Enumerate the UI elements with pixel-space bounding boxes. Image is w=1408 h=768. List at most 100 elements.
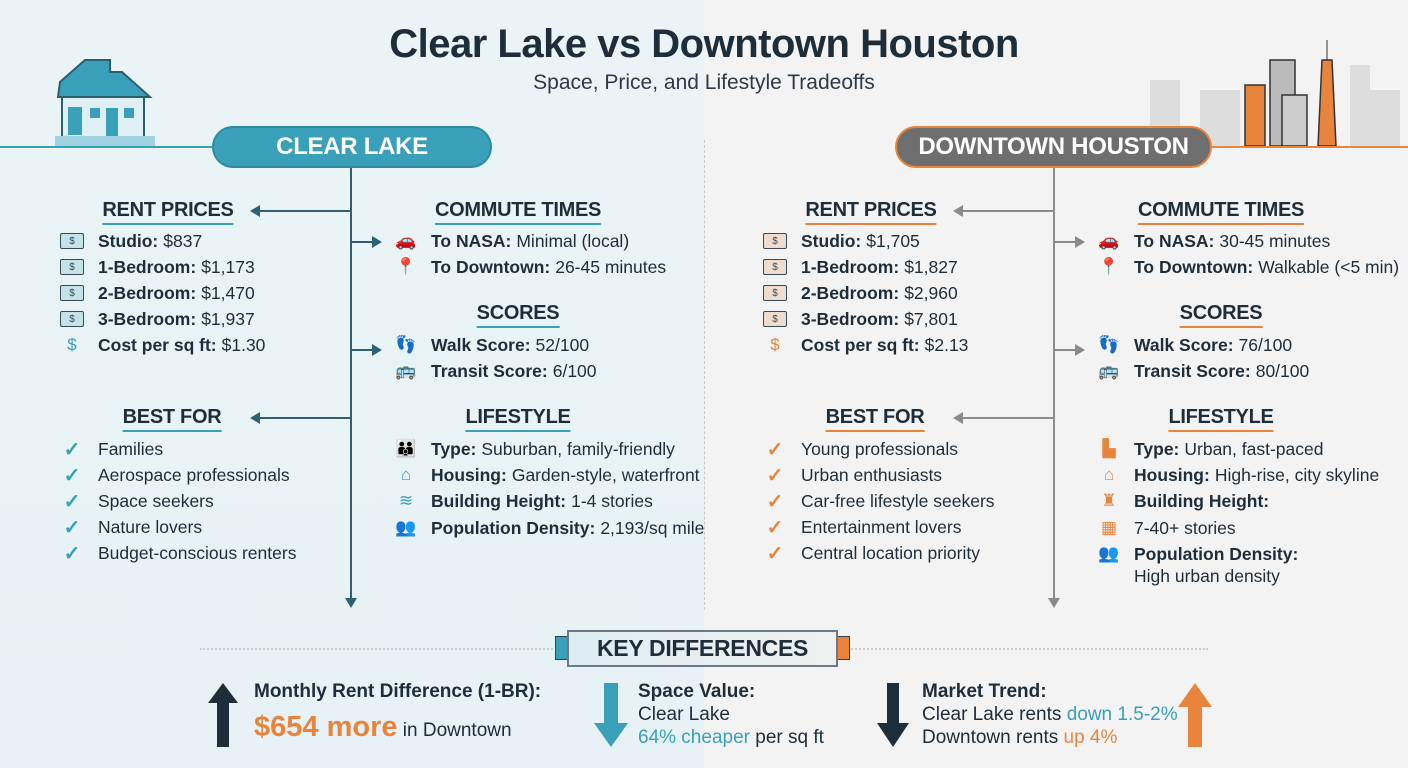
trend-clear-lake-value: down 1.5-2% (1066, 704, 1178, 725)
right-commute-branch (1054, 241, 1075, 243)
right-best-for-text: Young professionals (801, 438, 958, 459)
right-lifestyle-item: Type: Urban, fast-paced (1134, 437, 1323, 461)
money-stack-icon-shape: $ (763, 285, 787, 301)
right-lifestyle-item: 7-40+ stories (1134, 516, 1236, 540)
right-best-for-text: Central location priority (801, 542, 980, 563)
right-best-for-heading: BEST FOR (825, 406, 925, 432)
left-rent-branch-arrow (250, 205, 260, 217)
left-lifestyle-value: 2,193/sq mile (600, 517, 705, 538)
left-rent-item: 1-Bedroom: $1,173 (98, 255, 255, 279)
left-rent-item-value: $1,470 (201, 282, 255, 303)
right-best-branch-arrow (953, 412, 963, 424)
map-pin-icon: 📍 (395, 257, 417, 276)
right-score-item-label: Walk Score: (1134, 334, 1234, 355)
check-icon: ✓ (766, 490, 784, 513)
left-rent-item: Studio: $837 (98, 229, 202, 253)
right-best-for-text: Entertainment lovers (801, 516, 962, 537)
space-suffix: per sq ft (749, 727, 824, 748)
money-stack-icon: $ (763, 282, 787, 304)
money-stack-icon: $ (763, 308, 787, 330)
space-value-line2: 64% cheaper per sq ft (638, 726, 824, 749)
right-best-for-item: Young professionals (801, 437, 958, 461)
right-best-for-item: Central location priority (801, 541, 980, 565)
left-rent-item-value: $1,173 (201, 256, 255, 277)
right-lifestyle-item: Population Density: (1134, 542, 1303, 566)
right-rent-item: Cost per sq ft: $2.13 (801, 333, 968, 357)
left-commute-item-label: To Downtown: (431, 256, 551, 277)
space-highlight: 64% cheaper (638, 727, 750, 748)
left-best-branch (260, 417, 351, 419)
right-lifestyle-value: Urban, fast-paced (1184, 438, 1324, 459)
trend-downtown-label: Downtown rents (922, 727, 1064, 748)
money-bill-icon: $ (763, 230, 787, 252)
right-score-item-value: 76/100 (1238, 334, 1293, 355)
left-lifestyle-item: Population Density: 2,193/sq mile (431, 516, 704, 540)
left-best-for-heading: BEST FOR (122, 406, 222, 432)
money-bill-icon-shape: $ (763, 259, 787, 275)
right-rent-item: 3-Bedroom: $7,801 (801, 307, 958, 331)
car-icon: 🚗 (395, 231, 417, 250)
left-rent-item: Cost per sq ft: $1.30 (98, 333, 265, 357)
left-lifestyle-label: Type: (431, 438, 477, 459)
left-best-for-text: Nature lovers (98, 516, 203, 537)
right-rent-item-label: 2-Bedroom: (801, 282, 900, 303)
right-score-item-label: Transit Score: (1134, 360, 1251, 381)
left-scores-branch-arrow (372, 344, 382, 356)
right-best-for-text: Urban enthusiasts (801, 464, 943, 485)
left-lifestyle-item: Housing: Garden-style, waterfront (431, 463, 700, 487)
left-score-item: Transit Score: 6/100 (431, 359, 597, 383)
right-rent-branch-arrow (953, 205, 963, 217)
left-rent-item-label: 1-Bedroom: (98, 256, 197, 277)
money-bill-icon: $ (60, 230, 84, 252)
left-score-item-label: Transit Score: (431, 360, 548, 381)
right-lifestyle-label: Housing: (1134, 464, 1210, 485)
money-bill-icon-shape: $ (60, 259, 84, 275)
left-lifestyle-value: 1-4 stories (571, 490, 653, 511)
map-pin-icon: 📍 (1098, 257, 1120, 276)
right-scores-branch-arrow (1075, 344, 1085, 356)
right-lifestyle-heading: LIFESTYLE (1168, 406, 1274, 432)
right-best-branch (963, 417, 1054, 419)
page-title: Clear Lake vs Downtown Houston (389, 22, 1019, 66)
skyline-icon: ▙ (1102, 439, 1116, 458)
left-rent-prices-heading: RENT PRICES (102, 199, 234, 225)
car-icon: 🚗 (1098, 231, 1120, 250)
check-icon: ✓ (766, 516, 784, 539)
left-lifestyle-item: Type: Suburban, family-friendly (431, 437, 675, 461)
right-commute-heading: COMMUTE TIMES (1137, 199, 1304, 225)
right-rent-item-label: Cost per sq ft: (801, 334, 920, 355)
arrow-up-dark-icon (208, 683, 238, 747)
rent-diff-suffix: in Downtown (397, 720, 512, 741)
left-lifestyle-item: Building Height: 1-4 stories (431, 489, 653, 513)
check-icon: ✓ (766, 464, 784, 487)
right-best-for-text: Car-free lifestyle seekers (801, 490, 995, 511)
footprints-icon: 👣 (395, 335, 417, 354)
house-icon: ⌂ (400, 465, 412, 484)
left-commute-item-value: Minimal (local) (516, 230, 630, 251)
money-bill-icon: $ (763, 256, 787, 278)
right-best-for-item: Entertainment lovers (801, 515, 962, 539)
left-trunk-line (350, 168, 352, 600)
right-header-line (1212, 146, 1408, 148)
right-rent-item-label: 1-Bedroom: (801, 256, 900, 277)
right-score-item: Walk Score: 76/100 (1134, 333, 1292, 357)
right-commute-item: To NASA: 30-45 minutes (1134, 229, 1330, 253)
house-icon: ⌂ (1103, 465, 1115, 484)
left-score-item-value: 52/100 (535, 334, 590, 355)
left-trunk-arrow (345, 598, 357, 608)
right-lifestyle-item: Housing: High-rise, city skyline (1134, 463, 1379, 487)
market-trend-line1: Clear Lake rents down 1.5-2% (922, 703, 1178, 726)
right-trunk-line (1053, 168, 1055, 600)
right-commute-item-label: To Downtown: (1134, 256, 1254, 277)
rent-diff-title: Monthly Rent Difference (1-BR): (254, 681, 542, 702)
left-lifestyle-value: Garden-style, waterfront (511, 464, 700, 485)
downtown-houston-pill: DOWNTOWN HOUSTON (895, 126, 1212, 168)
left-commute-item-label: To NASA: (431, 230, 512, 251)
left-scores-branch (351, 349, 372, 351)
money-stack-icon: $ (60, 282, 84, 304)
left-best-for-text: Budget-conscious renters (98, 542, 297, 563)
right-rent-item-value: $2.13 (924, 334, 969, 355)
right-score-item: Transit Score: 80/100 (1134, 359, 1309, 383)
left-scores-heading: SCORES (476, 302, 560, 328)
left-best-for-text: Aerospace professionals (98, 464, 290, 485)
